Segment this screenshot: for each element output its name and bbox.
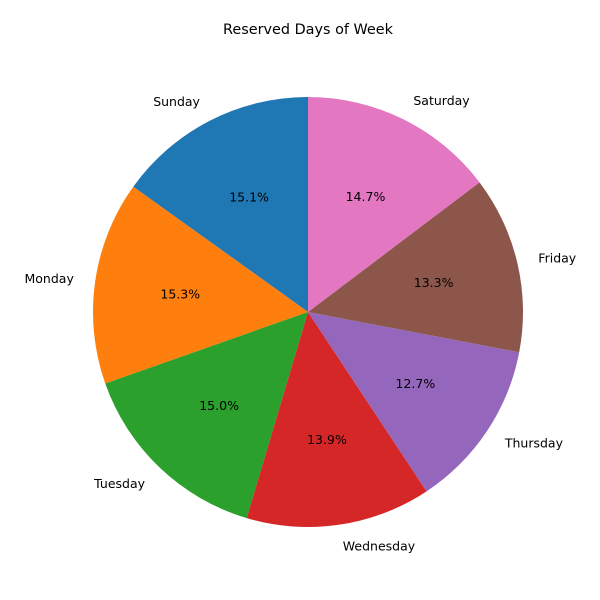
pie-slice-thursday <box>308 312 520 492</box>
slice-label-tuesday: Tuesday <box>93 476 145 491</box>
slice-label-thursday: Thursday <box>504 436 564 451</box>
chart-title: Reserved Days of Week <box>223 22 394 38</box>
pct-label-thursday: 12.7% <box>396 376 436 391</box>
slice-label-friday: Friday <box>538 251 576 266</box>
slice-label-wednesday: Wednesday <box>343 538 416 553</box>
pct-label-wednesday: 13.9% <box>307 432 347 447</box>
pie-labels: 15.1% Sunday 15.3% Monday 15.0% Tuesday 13.9% W… <box>25 93 577 554</box>
pie-slice-monday <box>92 186 308 384</box>
slice-label-saturday: Saturday <box>413 93 470 108</box>
pct-label-sunday: 15.1% <box>229 190 269 205</box>
pct-label-tuesday: 15.0% <box>199 398 239 413</box>
pie-slice-tuesday <box>105 312 308 519</box>
pct-label-monday: 15.3% <box>160 286 200 301</box>
pie-slice-sunday <box>133 97 308 312</box>
pie-slice-friday <box>308 182 523 353</box>
slice-label-monday: Monday <box>25 271 75 286</box>
pie-slice-saturday <box>308 97 480 312</box>
pct-label-friday: 13.3% <box>414 275 454 290</box>
pct-label-saturday: 14.7% <box>346 189 386 204</box>
slice-label-sunday: Sunday <box>153 94 200 109</box>
pie-slice-wednesday <box>246 312 427 528</box>
pie-slices <box>92 97 523 528</box>
